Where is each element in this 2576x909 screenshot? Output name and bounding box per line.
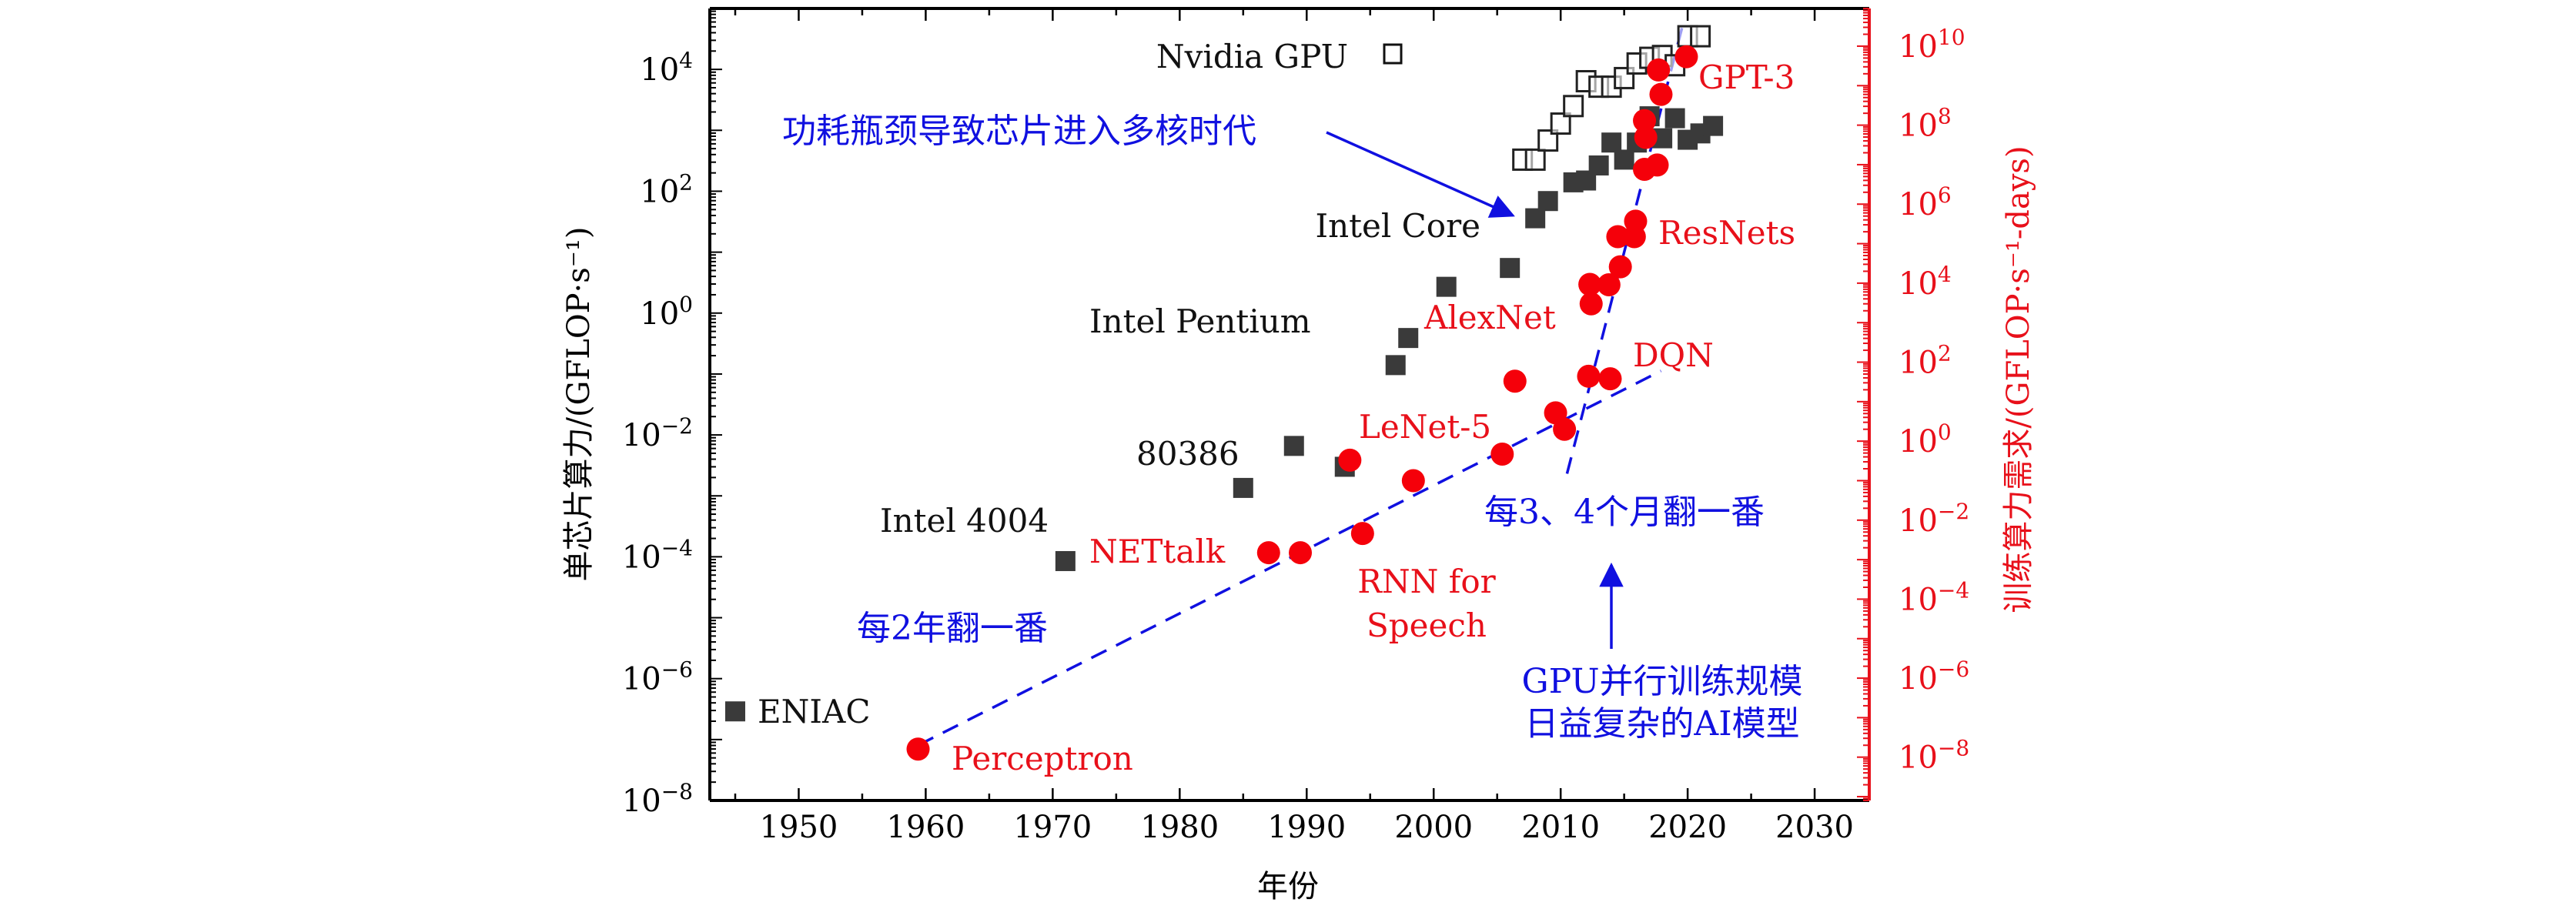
y-left-tick-label: 10−2	[622, 413, 693, 453]
label-double-3-4-months: 每3、4个月翻一番	[1484, 493, 1765, 532]
y-right-tick-label: 108	[1899, 104, 1952, 144]
y-left-tick-label: 10−4	[622, 535, 693, 575]
ai-model-point	[1553, 417, 1577, 441]
chip-point	[1398, 328, 1419, 349]
ai-model-point	[1598, 367, 1622, 391]
y-left-tick-label: 10−6	[622, 657, 693, 697]
ai-model-point	[1490, 442, 1514, 466]
y-right-axis-label: 训练算力需求/(GFLOP·s⁻¹-days)	[2001, 145, 2036, 613]
y-right-tick-label: 104	[1899, 262, 1952, 302]
chip-point	[1703, 115, 1724, 136]
ai-model-point	[1579, 292, 1603, 316]
x-tick-label: 2010	[1521, 810, 1600, 845]
label-multicore: 功耗瓶颈导致芯片进入多核时代	[782, 112, 1256, 151]
x-tick-label: 1980	[1140, 810, 1219, 845]
x-tick-label: 2000	[1394, 810, 1473, 845]
label-alexnet: AlexNet	[1423, 299, 1556, 336]
ai-model-point	[1256, 541, 1280, 565]
ai-model-point	[1401, 469, 1425, 493]
ai-model-point	[1624, 209, 1648, 233]
chip-point	[1500, 258, 1521, 279]
label-dqn: DQN	[1633, 336, 1714, 374]
ai-model-point	[1577, 364, 1601, 388]
y-left-tick-label: 100	[640, 292, 693, 332]
ai-model-point	[1674, 45, 1698, 69]
nvidia-legend-marker	[1383, 43, 1403, 65]
ai-model-point	[1606, 225, 1630, 249]
chip-point	[1385, 355, 1406, 376]
y-right-tick-label: 100	[1899, 419, 1952, 460]
label-perceptron: Perceptron	[952, 740, 1133, 777]
chip-point	[1525, 208, 1546, 229]
ai-model-point	[1633, 109, 1657, 132]
chip-point	[724, 701, 745, 722]
label-gpu-line2: 日益复杂的AI模型	[1524, 704, 1799, 744]
label-gpu-line1: GPU并行训练规模	[1521, 662, 1802, 701]
label-nettalk: NETtalk	[1089, 533, 1226, 570]
chip-point	[1664, 108, 1685, 129]
label-intel-pentium: Intel Pentium	[1089, 302, 1311, 340]
chip-point	[1436, 276, 1457, 297]
multicore-arrow	[1326, 131, 1515, 218]
label-resnets: ResNets	[1658, 214, 1795, 252]
y-right-tick-label: 106	[1899, 182, 1952, 222]
ai-model-point	[1289, 541, 1313, 565]
x-tick-label: 1950	[760, 810, 838, 845]
x-axis-label: 年份	[1257, 869, 1319, 904]
label-double-2-years: 每2年翻一番	[857, 609, 1048, 648]
ai-model-point	[1645, 153, 1669, 177]
chip-point	[1283, 436, 1304, 456]
gpu-point	[1524, 148, 1546, 171]
ai-model-point	[906, 737, 930, 761]
label-rnn-line1: RNN for	[1357, 563, 1496, 600]
x-tick-label: 2030	[1775, 810, 1854, 845]
chip-point	[1588, 155, 1609, 175]
label-eniac: ENIAC	[758, 693, 870, 730]
ai-model-point	[1350, 522, 1374, 546]
ai-model-point	[1597, 272, 1621, 296]
y-right-tick-label: 10−4	[1899, 577, 1969, 617]
y-right-tick-label: 1010	[1899, 25, 1965, 65]
chip-point	[1055, 550, 1076, 571]
label-lenet: LeNet-5	[1359, 408, 1491, 446]
gpu-point	[1690, 25, 1711, 48]
y-left-tick-label: 10−8	[622, 779, 693, 819]
chip-point	[1233, 477, 1253, 498]
y-right-tick-label: 10−8	[1899, 736, 1969, 776]
x-tick-label: 2020	[1648, 810, 1727, 845]
x-tick-label: 1970	[1013, 810, 1092, 845]
label-80386: 80386	[1136, 435, 1239, 473]
chip-point	[1614, 149, 1634, 170]
ai-model-point	[1647, 58, 1671, 82]
ai-model-point	[1338, 448, 1362, 472]
x-tick-label: 1990	[1267, 810, 1346, 845]
label-rnn-line2: Speech	[1367, 607, 1487, 644]
label-nvidia: Nvidia GPU	[1156, 38, 1348, 75]
label-gpt3: GPT-3	[1698, 58, 1795, 96]
ai-model-point	[1578, 272, 1602, 296]
y-right-tick-label: 102	[1899, 341, 1952, 381]
ai-model-point	[1634, 125, 1658, 149]
label-intel-4004: Intel 4004	[880, 502, 1049, 540]
gpu-point	[1563, 95, 1584, 118]
y-right-tick-label: 10−6	[1899, 657, 1969, 697]
x-tick-label: 1960	[887, 810, 965, 845]
y-right-tick-label: 10−2	[1899, 499, 1969, 539]
ai-model-point	[1649, 82, 1673, 106]
y-left-tick-label: 102	[640, 169, 693, 209]
ai-model-point	[1608, 255, 1632, 279]
label-intel-core: Intel Core	[1315, 207, 1480, 245]
ai-model-point	[1503, 369, 1527, 393]
y-left-tick-label: 104	[640, 48, 693, 88]
trend-line	[917, 369, 1662, 747]
y-left-axis-label: 单芯片算力/(GFLOP·s⁻¹)	[561, 226, 597, 581]
chip-point	[1537, 191, 1558, 212]
chip-point	[1601, 132, 1622, 153]
